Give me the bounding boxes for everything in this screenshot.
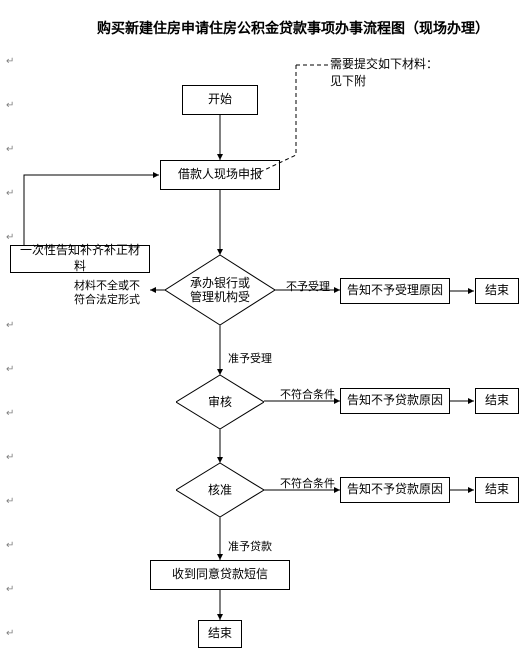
node-review: 审核 xyxy=(176,375,264,429)
label-accept-ok: 准予受理 xyxy=(228,350,272,366)
node-reason2: 告知不予贷款原因 xyxy=(340,388,450,414)
label-grant: 准予贷款 xyxy=(228,538,272,554)
node-end4: 结束 xyxy=(198,620,242,648)
node-apply: 借款人现场申报 xyxy=(160,160,280,190)
connectors xyxy=(0,0,525,657)
node-supplement: 一次性告知补齐补正材料 xyxy=(10,245,150,273)
label-incomplete: 材料不全或不 符合法定形式 xyxy=(74,280,140,308)
node-end3: 结束 xyxy=(475,477,519,503)
node-end2: 结束 xyxy=(475,388,519,414)
flowchart-canvas: 购买新建住房申请住房公积金贷款事项办事流程图（现场办理） 需要提交如下材料： 见… xyxy=(0,0,525,657)
node-start: 开始 xyxy=(182,85,258,115)
page-title: 购买新建住房申请住房公积金贷款事项办事流程图（现场办理） xyxy=(97,18,489,38)
node-reason3: 告知不予贷款原因 xyxy=(340,477,450,503)
node-accept-label: 承办银行或 管理机构受 xyxy=(165,255,275,325)
label-reject-review: 不符合条件 xyxy=(280,386,335,402)
node-end1: 结束 xyxy=(475,278,519,304)
node-review-label: 审核 xyxy=(176,375,264,429)
node-accept: 承办银行或 管理机构受 xyxy=(165,255,275,325)
label-reject-accept: 不予受理 xyxy=(286,278,330,294)
node-sms: 收到同意贷款短信 xyxy=(150,560,290,590)
node-approve-label: 核准 xyxy=(176,463,264,517)
note-line1: 需要提交如下材料： xyxy=(330,56,480,73)
label-reject-approve: 不符合条件 xyxy=(280,475,335,491)
materials-note: 需要提交如下材料： 见下附 xyxy=(330,56,480,90)
node-approve: 核准 xyxy=(176,463,264,517)
note-line2: 见下附 xyxy=(330,73,480,90)
node-reason1: 告知不予受理原因 xyxy=(340,278,450,304)
